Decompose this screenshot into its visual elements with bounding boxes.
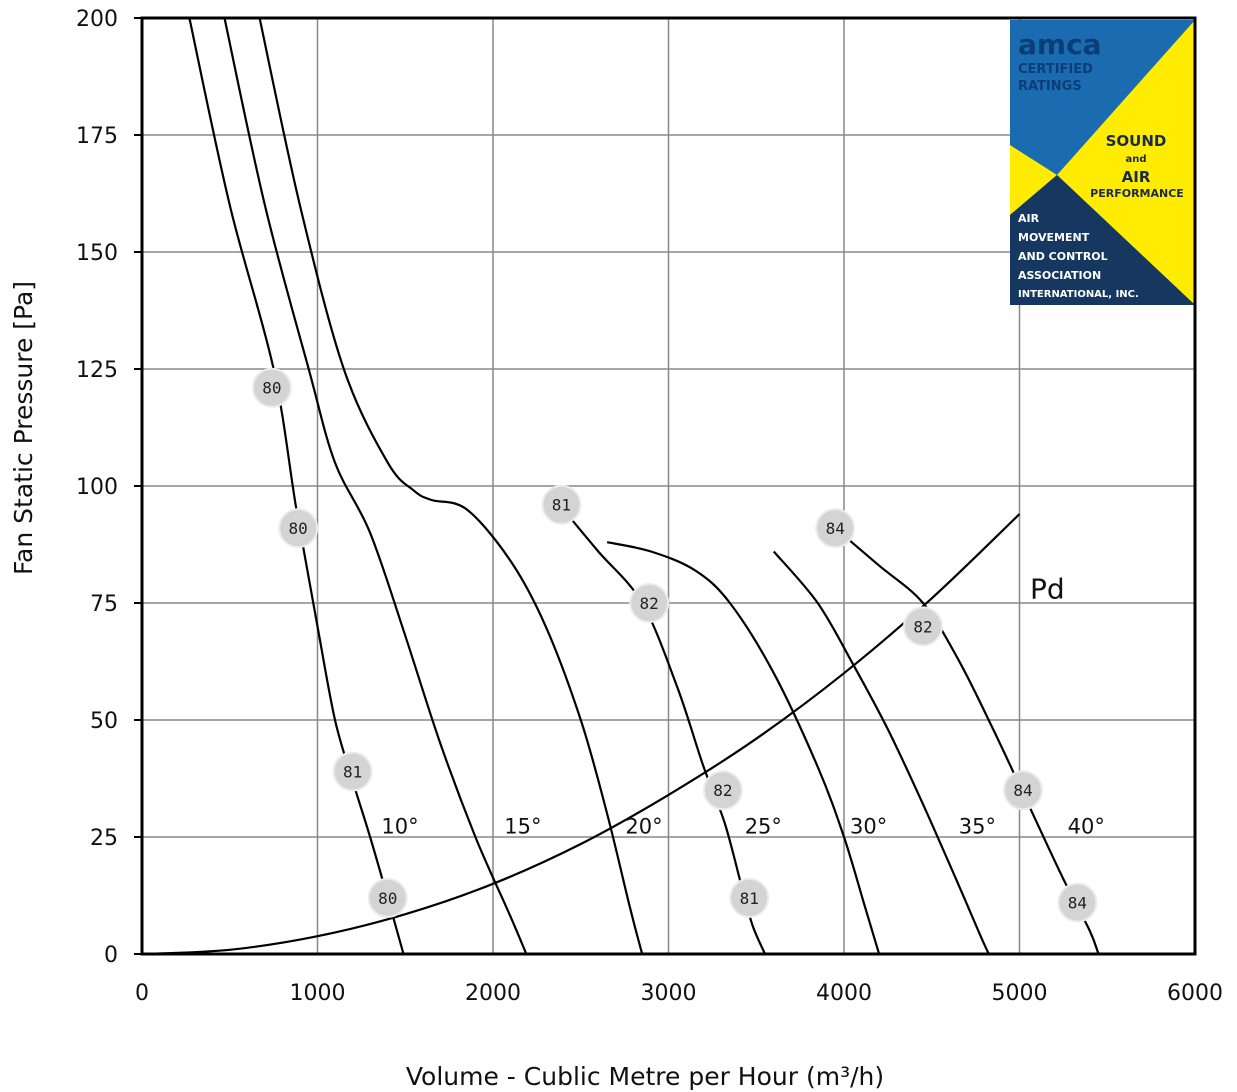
curve-20deg <box>258 17 644 955</box>
y-tick-label: 125 <box>76 358 118 383</box>
fan-curves <box>141 17 1100 956</box>
y-tick-label: 25 <box>90 826 118 851</box>
sound-marker-circle <box>367 877 408 918</box>
y-tick-label: 175 <box>76 124 118 149</box>
y-tick-label: 150 <box>76 241 118 266</box>
blade-angle-label: 15° <box>504 815 541 839</box>
y-tick-label: 200 <box>76 7 118 32</box>
sound-marker-value: 82 <box>713 781 732 800</box>
sound-marker-circle <box>902 606 943 647</box>
sound-marker-circle <box>278 508 319 549</box>
y-axis-title: Fan Static Pressure [Pa] <box>9 281 38 575</box>
sound-marker-value: 82 <box>913 617 932 636</box>
sound-marker-circle <box>629 583 670 623</box>
sound-marker-value: 80 <box>289 519 308 538</box>
x-tick-label: 0 <box>135 981 149 1006</box>
curve-35deg <box>772 550 991 955</box>
sound-marker-circle <box>332 751 373 792</box>
curve-10deg <box>188 17 405 955</box>
logo-air: AIR <box>1122 168 1151 186</box>
sound-marker-value: 81 <box>552 496 571 515</box>
x-tick-label: 1000 <box>290 981 346 1006</box>
y-tick-label: 0 <box>104 943 118 968</box>
blade-angle-label: 40° <box>1068 815 1105 839</box>
sound-marker-circle <box>541 484 582 525</box>
x-axis-title: Volume - Cublic Metre per Hour (m³/h) <box>406 1062 884 1091</box>
sound-marker-value: 84 <box>826 519 845 538</box>
logo-assoc-line3: AND CONTROL <box>1018 250 1108 263</box>
logo-assoc-line4: ASSOCIATION <box>1018 269 1101 282</box>
curve-30deg <box>606 541 881 955</box>
sound-marker-circle <box>815 508 856 549</box>
curve-pd <box>141 513 1021 956</box>
logo-yellow-upper <box>1057 20 1195 305</box>
sound-marker-value: 80 <box>378 889 397 908</box>
x-tick-label: 4000 <box>816 981 872 1006</box>
y-tick-label: 50 <box>90 709 118 734</box>
sound-marker-circle <box>1057 882 1098 923</box>
sound-marker-value: 84 <box>1068 894 1087 913</box>
y-tick-label: 100 <box>76 475 118 500</box>
sound-marker-value: 81 <box>740 889 759 908</box>
sound-marker-value: 82 <box>640 594 659 613</box>
pd-label: Pd <box>1030 572 1065 605</box>
sound-marker-value: 80 <box>262 379 281 398</box>
x-tick-label: 2000 <box>465 981 521 1006</box>
logo-certified-line2: RATINGS <box>1018 79 1082 94</box>
amca-certified-logo: amca CERTIFIED RATINGS SOUND and AIR PER… <box>1010 20 1195 305</box>
logo-assoc-line1: AIR <box>1018 212 1040 225</box>
logo-certified-line1: CERTIFIED <box>1018 62 1093 77</box>
blade-angle-label: 10° <box>381 815 418 839</box>
x-tick-label: 6000 <box>1167 981 1223 1006</box>
sound-marker-circle <box>1003 770 1044 811</box>
logo-assoc-line5: INTERNATIONAL, INC. <box>1018 289 1139 300</box>
x-tick-label: 5000 <box>992 981 1048 1006</box>
grid <box>142 18 1195 954</box>
curve-labels: 10° 15° 20° 25° 30° 35° 40° Pd <box>381 572 1104 838</box>
logo-dark-lower <box>1010 175 1195 305</box>
sound-marker-circle <box>251 367 292 408</box>
y-tick-label: 75 <box>90 592 118 617</box>
sound-marker-circle <box>729 877 770 918</box>
sound-marker-value: 84 <box>1013 781 1032 800</box>
plot-frame <box>140 16 1197 956</box>
blade-angle-label: 30° <box>850 815 887 839</box>
logo-assoc-line2: MOVEMENT <box>1018 231 1090 244</box>
blade-angle-label: 25° <box>745 815 782 839</box>
curve-15deg <box>223 17 528 955</box>
logo-performance: PERFORMANCE <box>1090 187 1184 200</box>
logo-yellow-left <box>1010 145 1057 215</box>
logo-sound: SOUND <box>1106 132 1167 150</box>
logo-and: and <box>1125 154 1146 165</box>
sound-markers: 80 80 81 80 81 82 82 81 84 82 84 84 <box>251 367 1098 923</box>
sound-marker-value: 81 <box>343 762 362 781</box>
x-tick-label: 3000 <box>641 981 697 1006</box>
sound-marker-circle <box>702 770 743 811</box>
blade-angle-label: 35° <box>959 815 996 839</box>
blade-angle-label: 20° <box>625 815 662 839</box>
logo-brand: amca <box>1018 28 1102 61</box>
